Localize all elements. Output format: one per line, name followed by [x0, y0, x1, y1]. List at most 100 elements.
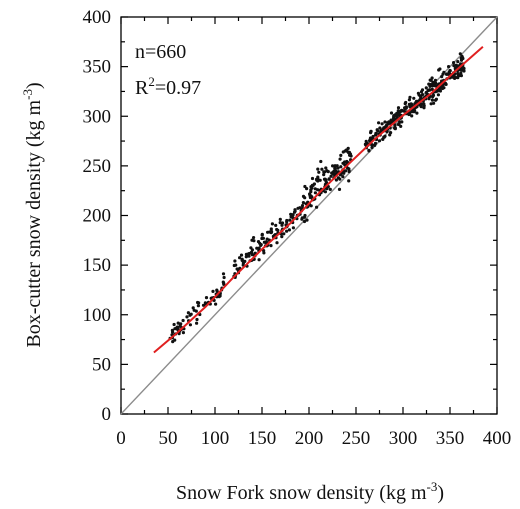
r2-annotation: R2=0.97: [135, 74, 201, 99]
data-point: [278, 221, 282, 225]
data-point: [303, 184, 307, 189]
data-point: [181, 318, 185, 323]
data-point: [221, 272, 226, 276]
y-axis-title: Box-cutter snow density (kg m-3): [20, 82, 45, 347]
data-point: [196, 304, 200, 308]
data-point: [461, 56, 465, 61]
data-point: [374, 131, 378, 135]
data-point: [291, 226, 295, 230]
data-point: [458, 52, 462, 56]
data-point: [324, 166, 328, 170]
data-point: [429, 78, 433, 82]
data-point: [324, 179, 328, 183]
data-point: [412, 110, 416, 114]
data-point: [344, 148, 349, 152]
data-point: [373, 141, 378, 145]
data-point: [185, 315, 189, 319]
data-point: [238, 256, 242, 260]
data-point: [305, 218, 309, 222]
data-point: [300, 204, 305, 208]
data-point: [456, 71, 460, 76]
data-point: [344, 169, 348, 173]
data-point: [262, 240, 266, 244]
data-point: [278, 217, 282, 221]
data-point: [456, 60, 460, 64]
data-point: [333, 168, 337, 172]
data-point: [269, 229, 273, 234]
data-point: [191, 306, 195, 310]
data-point: [252, 239, 256, 243]
data-point: [314, 177, 319, 181]
data-point: [171, 330, 175, 334]
x-tick-label: 250: [342, 428, 371, 449]
data-point: [393, 126, 397, 130]
data-point: [257, 246, 261, 250]
data-point: [343, 160, 347, 164]
data-point: [269, 227, 273, 231]
data-point: [430, 84, 435, 88]
x-tick-label: 400: [483, 428, 512, 449]
data-point: [309, 188, 313, 192]
data-point: [443, 81, 447, 85]
data-point: [383, 120, 387, 124]
data-point: [417, 93, 421, 97]
data-point: [178, 324, 182, 328]
data-point: [364, 139, 368, 143]
data-point: [459, 71, 463, 75]
data-point: [232, 263, 236, 268]
data-point: [398, 120, 402, 124]
x-axis-title: Snow Fork snow density (kg m-3): [176, 479, 444, 504]
data-point: [432, 101, 436, 105]
data-point: [389, 131, 393, 135]
data-point: [445, 72, 449, 76]
x-tick-label: 200: [295, 428, 324, 449]
data-point: [368, 136, 373, 140]
data-point: [422, 102, 426, 106]
y-tick-label: 400: [83, 7, 112, 28]
data-point: [382, 135, 386, 139]
data-point: [430, 76, 434, 80]
axis-ticks: [120, 16, 498, 415]
data-point: [255, 246, 259, 250]
data-point: [262, 251, 266, 255]
data-point: [173, 338, 177, 342]
data-point: [336, 166, 340, 170]
data-point: [181, 331, 185, 335]
data-point: [319, 159, 323, 164]
data-point: [369, 129, 373, 133]
data-point: [335, 164, 339, 168]
data-point: [261, 236, 265, 240]
data-point: [195, 317, 199, 322]
data-point: [274, 223, 278, 227]
data-point: [293, 209, 297, 213]
regression-fit-line: [153, 46, 484, 354]
x-tick-label: 350: [436, 428, 465, 449]
y-tick-label: 350: [83, 57, 112, 78]
data-point: [336, 176, 340, 180]
data-point: [433, 78, 438, 82]
data-point: [276, 228, 280, 232]
data-point: [285, 220, 289, 224]
data-point: [377, 121, 381, 125]
data-point: [389, 118, 393, 122]
data-point: [322, 173, 326, 177]
data-point: [176, 321, 180, 325]
data-point: [196, 300, 200, 305]
data-point: [347, 179, 351, 183]
data-point: [454, 75, 458, 80]
data-point: [265, 237, 269, 241]
data-point: [192, 308, 196, 312]
data-point: [348, 153, 352, 157]
y-tick-label: 50: [92, 354, 111, 375]
data-point: [315, 205, 319, 209]
data-point: [347, 170, 351, 174]
data-point: [401, 109, 405, 113]
data-point: [331, 164, 335, 168]
data-point: [323, 190, 327, 194]
data-point: [433, 84, 437, 88]
data-point: [380, 122, 384, 126]
data-point: [233, 259, 237, 263]
data-point: [222, 281, 226, 285]
data-point: [322, 170, 326, 174]
